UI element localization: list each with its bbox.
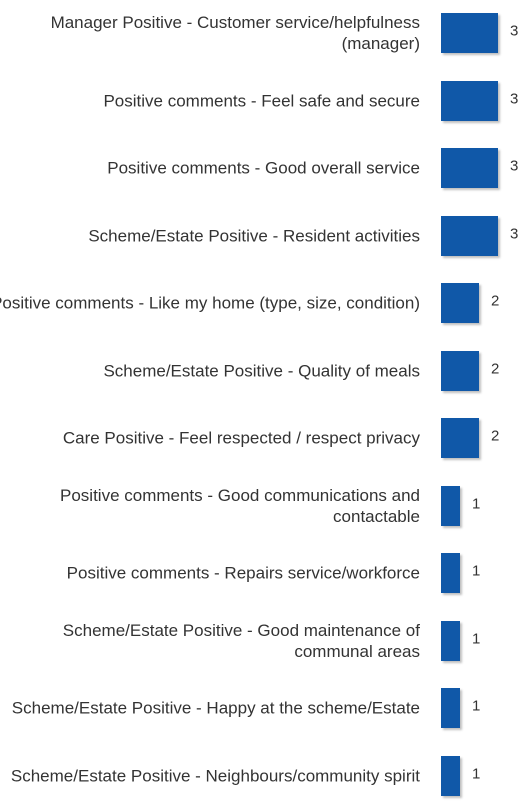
category-label: Scheme/Estate Positive - Good maintenanc… — [62, 620, 420, 661]
value-label: 1 — [472, 765, 481, 782]
bar — [441, 80, 498, 121]
bar — [441, 418, 479, 458]
value-label: 1 — [472, 630, 481, 647]
category-label: Scheme/Estate Positive - Resident activi… — [88, 226, 420, 245]
bar — [441, 350, 479, 391]
category-label: Positive comments - Good communications … — [60, 485, 420, 526]
value-label: 1 — [472, 495, 481, 512]
bar — [441, 215, 498, 256]
value-label: 3 — [510, 22, 519, 40]
bar — [441, 485, 460, 526]
value-label: 3 — [510, 90, 519, 107]
bar — [441, 283, 479, 323]
category-label: Scheme/Estate Positive - Quality of meal… — [103, 361, 420, 380]
bar — [441, 148, 498, 188]
category-label: Positive comments - Feel safe and secure — [103, 91, 420, 110]
value-label: 2 — [491, 427, 500, 445]
value-label: 3 — [510, 225, 519, 242]
value-label: 1 — [472, 697, 481, 715]
bar — [441, 620, 460, 661]
category-label: Scheme/Estate Positive - Neighbours/comm… — [10, 766, 420, 785]
value-label: 3 — [510, 157, 519, 175]
category-label: Scheme/Estate Positive - Happy at the sc… — [11, 698, 420, 718]
bar — [441, 553, 460, 593]
bar — [441, 688, 460, 728]
bar — [441, 13, 498, 53]
value-label: 2 — [491, 292, 500, 310]
category-label: Care Positive - Feel respected / respect… — [62, 428, 420, 448]
category-label: Positive comments - Repairs service/work… — [66, 563, 420, 583]
category-label: Positive comments - Like my home (type, … — [0, 293, 420, 313]
value-label: 1 — [472, 562, 481, 580]
value-label: 2 — [491, 360, 500, 377]
category-label: Positive comments - Good overall service — [107, 158, 420, 178]
category-label: Manager Positive - Customer service/help… — [50, 13, 420, 53]
bar — [441, 755, 460, 796]
